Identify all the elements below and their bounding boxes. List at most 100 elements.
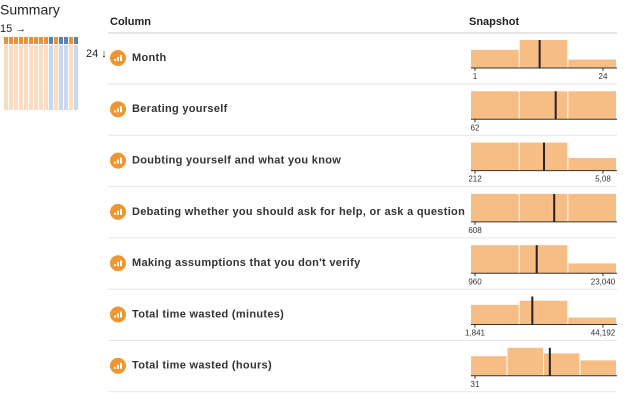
histogram-bar [471, 356, 507, 376]
min-label: 31 [471, 380, 480, 389]
column-header: Column [110, 16, 151, 28]
icon-bar [114, 110, 116, 113]
grid-column-header [59, 37, 63, 44]
column-label: Doubting yourself and what you know [132, 155, 341, 167]
histogram-bar [471, 245, 519, 274]
table-body: Month 1 24 Berating yourself 62 Doubting your… [108, 40, 617, 393]
min-label: 62 [471, 123, 480, 132]
grid-column-header [54, 37, 58, 44]
histogram-bar [471, 91, 519, 120]
min-label: 1,841 [465, 329, 486, 338]
histogram-bar [519, 40, 568, 68]
icon-bar [114, 212, 116, 215]
grid-column-header [34, 37, 38, 44]
grid-column [4, 45, 8, 110]
grid-column [64, 45, 68, 110]
icon-bar [117, 159, 119, 164]
column-label: Month [132, 52, 166, 64]
grid-column-header [9, 37, 13, 44]
grid-column-header [29, 37, 33, 44]
grid-column-header [24, 37, 28, 44]
icon-bar [114, 161, 116, 164]
histogram-bar [519, 91, 568, 120]
icon-bar [117, 108, 119, 113]
table-row[interactable]: Berating yourself 62 [108, 91, 617, 136]
icon-bar [114, 264, 116, 267]
icon-bar [114, 315, 116, 318]
icon-bar [117, 210, 119, 215]
icon-bar [117, 313, 119, 318]
icon-bar [117, 364, 119, 369]
grid-column [9, 45, 13, 110]
min-label: 1 [473, 72, 478, 81]
grid-column [44, 45, 48, 110]
icon-bar [114, 366, 116, 369]
summary-title: Summary [0, 2, 60, 18]
table-row[interactable]: Doubting yourself and what you know 212 5,… [108, 142, 617, 188]
min-label: 960 [468, 277, 482, 286]
histogram-bar [471, 49, 519, 68]
histogram-bar [568, 59, 616, 68]
icon-bar [120, 311, 122, 318]
grid-column-header [49, 37, 53, 44]
grid-column [74, 45, 78, 110]
table-row[interactable]: Month 1 24 [108, 40, 617, 85]
grid-column [14, 45, 18, 110]
histogram-bar [507, 347, 543, 376]
max-label: 5,08 [595, 175, 611, 184]
rows-count: 24 ↓ [86, 48, 107, 60]
grid-column [29, 45, 33, 110]
column-label: Total time wasted (hours) [132, 360, 272, 372]
grid-column [19, 45, 23, 110]
column-label: Debating whether you should ask for help… [132, 206, 465, 218]
icon-bar [117, 262, 119, 267]
histogram-bar [568, 193, 616, 222]
grid-column-header [19, 37, 23, 44]
histogram-bar [568, 317, 616, 325]
grid-column-header [74, 37, 78, 44]
grid-column-header [69, 37, 73, 44]
histogram-bar [471, 193, 519, 222]
grid-column [69, 45, 73, 110]
histogram-bar [544, 353, 580, 376]
columns-count: 15 → [0, 23, 26, 35]
grid-column-header [4, 37, 8, 44]
grid-column [59, 45, 63, 110]
histogram-bar [568, 158, 616, 171]
icon-bar [120, 106, 122, 113]
histogram-bar [471, 304, 519, 325]
table-row[interactable]: Debating whether you should ask for help… [108, 193, 617, 239]
grid-column [34, 45, 38, 110]
histogram-bar [580, 360, 616, 376]
max-label: 44,192 [591, 329, 616, 338]
table-row[interactable]: Total time wasted (minutes) 1,841 44,192 [108, 296, 617, 341]
summary-grid [4, 37, 78, 110]
column-label: Berating yourself [132, 103, 228, 115]
histogram-bar [471, 142, 519, 171]
column-label: Making assumptions that you don't verify [132, 257, 361, 269]
grid-column [24, 45, 28, 110]
icon-bar [120, 157, 122, 164]
snapshot-header: Snapshot [469, 16, 519, 28]
histogram-bar [568, 91, 616, 120]
histogram-bar [519, 245, 568, 274]
icon-bar [120, 208, 122, 215]
grid-column [39, 45, 43, 110]
icon-bar [120, 260, 122, 267]
table-row[interactable]: Making assumptions that you don't verify… [108, 245, 617, 290]
grid-column-header [39, 37, 43, 44]
table-row[interactable]: Total time wasted (hours) 31 [108, 347, 617, 393]
max-label: 23,040 [591, 277, 616, 286]
grid-column-header [14, 37, 18, 44]
icon-bar [117, 57, 119, 61]
histogram-bar [519, 300, 568, 325]
grid-column-header [44, 37, 48, 44]
grid-column [54, 45, 58, 110]
column-label: Total time wasted (minutes) [132, 308, 284, 320]
icon-bar [120, 362, 122, 369]
min-label: 608 [468, 226, 482, 235]
icon-bar [120, 55, 122, 61]
max-label: 24 [599, 72, 608, 81]
